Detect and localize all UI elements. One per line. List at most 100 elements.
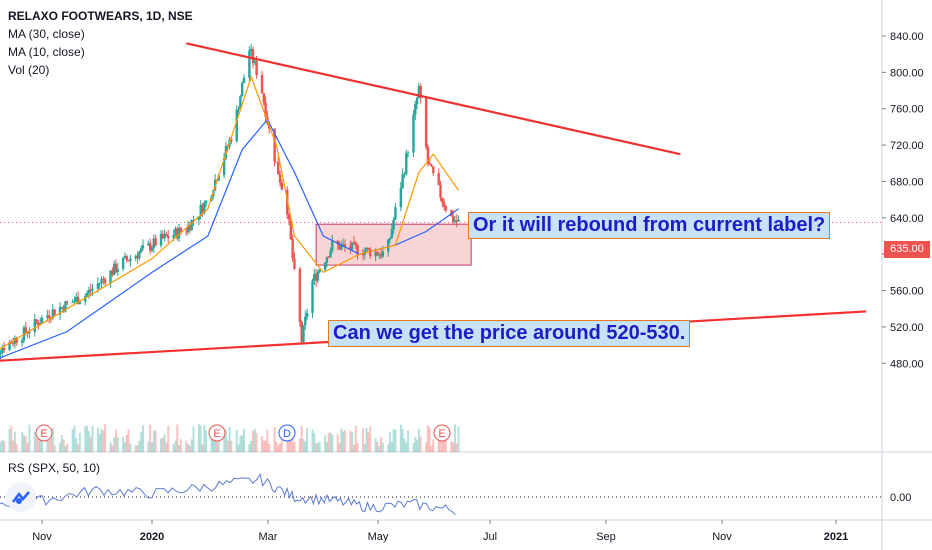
candle-body <box>141 245 145 249</box>
candle-body <box>439 184 442 198</box>
volume-bar <box>378 445 381 452</box>
volume-bar <box>1 439 4 452</box>
event-marker-label: E <box>438 428 445 440</box>
moving-averages <box>0 75 460 359</box>
candle-body <box>242 77 246 84</box>
candle-body <box>323 262 327 271</box>
legend-ma30[interactable]: MA (30, close) <box>8 27 85 41</box>
candle-body <box>341 244 345 246</box>
volume-bar <box>226 440 229 452</box>
volume-bar <box>51 427 54 452</box>
symbol-title[interactable]: RELAXO FOOTWEARS, 1D, NSE <box>8 9 193 23</box>
candle-body <box>329 250 332 258</box>
candle-body <box>444 206 448 211</box>
candle-body <box>240 83 244 97</box>
candle-body <box>455 220 458 222</box>
volume-bar <box>212 434 215 452</box>
volume-bar <box>261 436 263 452</box>
candle-body <box>441 197 444 203</box>
volume-bar <box>192 426 195 452</box>
volume-bar <box>318 442 321 452</box>
volume-bar <box>443 434 446 452</box>
volume-bar <box>8 428 11 452</box>
volume-bar <box>141 425 144 452</box>
volume-bar <box>174 440 177 452</box>
candle-body <box>201 204 204 214</box>
candle-body <box>361 254 365 256</box>
candle-body <box>406 152 410 154</box>
candle-body <box>58 307 62 315</box>
legend-rs[interactable]: RS (SPX, 50, 10) <box>8 461 101 475</box>
volume-bar <box>275 441 278 452</box>
candle-body <box>150 247 154 251</box>
candle-body <box>87 289 91 294</box>
legend-volume[interactable]: Vol (20) <box>8 63 50 77</box>
candle-body <box>255 60 258 76</box>
volume-bar <box>22 435 25 452</box>
candle-body <box>430 164 433 167</box>
event-marker-label: E <box>40 428 47 440</box>
legend-ma10[interactable]: MA (10, close) <box>8 45 85 59</box>
volume-bar <box>96 427 99 452</box>
volume-bar <box>102 430 105 452</box>
candle-body <box>84 295 87 302</box>
volume-bar <box>73 425 76 452</box>
volume-bar <box>277 445 280 452</box>
volume-bar <box>136 445 139 452</box>
candle-body <box>304 316 307 325</box>
resistance-trendline <box>186 42 681 156</box>
candle-body <box>139 248 143 252</box>
volume-bar <box>306 428 309 452</box>
candle-body <box>260 75 264 94</box>
volume-bar <box>84 426 87 452</box>
volume-bar <box>376 442 379 452</box>
volume-bar <box>407 430 410 452</box>
candle-body <box>2 348 6 351</box>
candle-body <box>287 214 291 220</box>
candle-body <box>148 243 152 251</box>
last-price-label: 635.00 <box>884 241 930 258</box>
volume-bar <box>255 433 258 452</box>
candle-body <box>352 242 356 244</box>
volume-bar <box>329 432 332 452</box>
volume-bar <box>125 434 128 452</box>
candle-body <box>109 270 112 284</box>
volume-bar <box>430 445 433 452</box>
volume-bar <box>242 428 245 452</box>
volume-bar <box>147 441 150 452</box>
volume-bar <box>98 433 101 452</box>
candle-body <box>390 229 394 238</box>
volume-bar <box>91 425 94 452</box>
candle-body <box>24 327 27 333</box>
volume-bar <box>77 444 80 452</box>
candle-body <box>8 342 11 351</box>
xaxis-tick-label: Jul <box>483 531 497 543</box>
volume-bar <box>53 445 56 452</box>
candle-body <box>159 233 163 246</box>
volume-bar <box>190 439 193 452</box>
volume-bar <box>214 438 217 452</box>
candle-body <box>161 233 165 239</box>
volume-bar <box>336 434 339 452</box>
candle-body <box>11 343 15 345</box>
volume-bar <box>35 438 38 452</box>
volume-bar <box>116 437 119 452</box>
xaxis-tick-label: Nov <box>712 531 732 543</box>
candle-body <box>392 219 395 230</box>
volume-bar <box>369 426 372 452</box>
volume-bar <box>187 443 190 452</box>
volume-bar <box>453 424 456 452</box>
volume-bar <box>21 431 24 452</box>
candle-body <box>354 242 357 246</box>
candle-body <box>264 102 267 117</box>
candle-body <box>417 86 421 98</box>
candle-body <box>28 331 31 334</box>
candle-body <box>15 337 18 343</box>
candle-body <box>415 97 419 104</box>
volume-bar <box>288 431 291 452</box>
candle-body <box>248 50 251 78</box>
volume-bar <box>457 426 460 452</box>
yaxis-tick-label: 520.00 <box>890 322 924 334</box>
